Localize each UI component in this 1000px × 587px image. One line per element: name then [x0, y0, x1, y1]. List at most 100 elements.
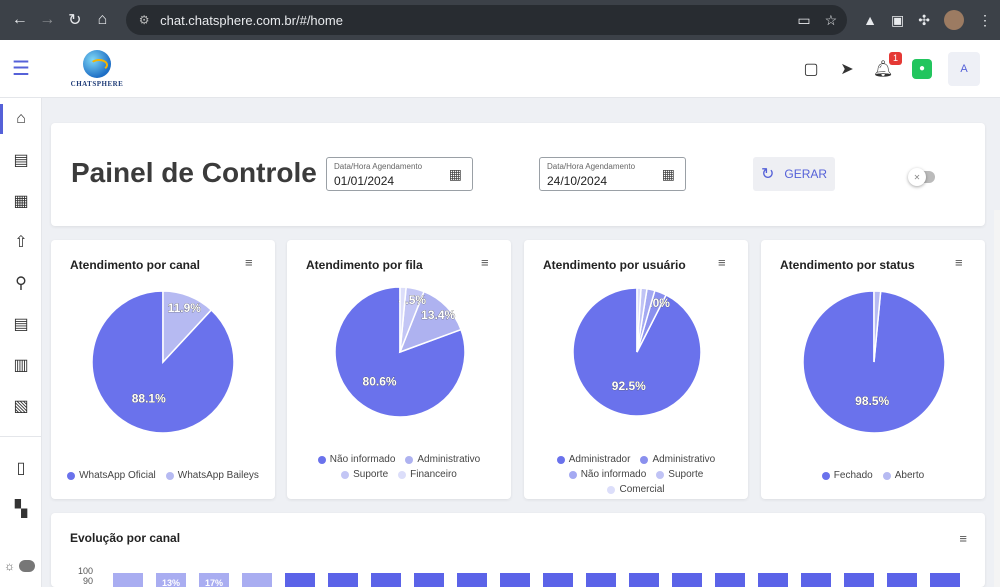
legend-item[interactable]: Suporte	[656, 469, 703, 480]
hamburger-menu-icon[interactable]: ≡	[718, 255, 726, 270]
legend-item[interactable]: Financeiro	[398, 469, 457, 480]
filter-toggle[interactable]: ✕	[908, 168, 935, 186]
calendar-icon[interactable]: ▦	[661, 166, 675, 182]
legend-item[interactable]: Suporte	[341, 469, 388, 480]
menu-icon[interactable]: ☰	[12, 58, 30, 80]
logo: CHATSPHERE	[71, 44, 123, 94]
bar[interactable]	[758, 573, 788, 587]
contact-status-button[interactable]: ●	[912, 58, 932, 79]
pie-slice[interactable]	[873, 290, 882, 363]
bar-data-label: 13%	[162, 578, 180, 587]
bar[interactable]	[371, 573, 401, 587]
extensions-puzzle-icon[interactable]: ✣	[918, 11, 930, 28]
extension-icon[interactable]: ▲	[863, 12, 878, 28]
legend-item[interactable]: Não informado	[317, 454, 395, 465]
bar[interactable]	[500, 573, 530, 587]
sidebar-item-connections[interactable]: ▯	[0, 447, 42, 488]
sidebar-item-reports[interactable]: ▥	[0, 344, 42, 385]
theme-toggle[interactable]	[19, 560, 35, 572]
dashboard-icon: ▚	[14, 500, 28, 518]
bar[interactable]	[199, 573, 229, 587]
sidebar-item-contacts[interactable]: ▦	[0, 180, 42, 221]
bar[interactable]	[672, 573, 702, 587]
bar[interactable]	[156, 573, 186, 587]
pie-slice[interactable]	[162, 290, 213, 364]
chart-legend: Administrador Administrativo Não informado…	[524, 454, 748, 495]
address-bar[interactable]: ⚙ chat.chatsphere.com.br/#/home ▭ ☆	[126, 5, 848, 35]
back-icon[interactable]: ←	[11, 11, 28, 28]
bar[interactable]	[457, 573, 487, 587]
hamburger-menu-icon[interactable]: ≡	[955, 255, 963, 270]
legend-marker	[607, 485, 616, 494]
legend-item[interactable]: Não informado	[568, 469, 646, 480]
send-icon[interactable]: ➤	[840, 60, 854, 78]
profile-avatar[interactable]	[944, 10, 964, 30]
pie-slice[interactable]	[399, 286, 407, 353]
legend-item[interactable]: Administrador	[556, 454, 630, 465]
pie-slice[interactable]	[398, 290, 462, 354]
legend-item[interactable]: Administrativo	[405, 454, 480, 465]
y-tick-label: 90	[83, 576, 93, 586]
sidebar-item-chats[interactable]: ▤	[0, 139, 42, 180]
bar[interactable]	[930, 573, 960, 587]
legend-marker	[165, 471, 174, 480]
date-start-field[interactable]: Data/Hora Agendamento 01/01/2024 ▦	[326, 157, 473, 191]
bar[interactable]	[715, 573, 745, 587]
chart-legend: Fechado Aberto	[761, 470, 985, 481]
hamburger-menu-icon[interactable]: ≡	[245, 255, 253, 270]
pie-slice[interactable]	[636, 287, 642, 353]
legend-item[interactable]: WhatsApp Baileys	[165, 470, 259, 481]
bar[interactable]	[328, 573, 358, 587]
date-end-value[interactable]: 24/10/2024	[547, 174, 608, 188]
chart-card-canal: Atendimento por canal ≡ 88.1% 11.9% Whats…	[51, 240, 275, 499]
theme-switch[interactable]: ☼	[4, 559, 35, 573]
bar[interactable]	[543, 573, 573, 587]
bell-icon[interactable]: 🔔︎ 1	[870, 51, 902, 82]
extension-icon-2[interactable]: ▣	[891, 11, 905, 28]
legend-item[interactable]: Administrativo	[640, 454, 715, 465]
notification-badge: 1	[889, 51, 902, 65]
legend-item[interactable]: WhatsApp Oficial	[67, 470, 156, 481]
forward-icon[interactable]: →	[39, 11, 56, 28]
legend-item[interactable]: Aberto	[882, 470, 924, 481]
pie-chart: 92.5%3.0%	[572, 287, 702, 417]
chart-title: Atendimento por fila	[306, 258, 423, 272]
sidebar-item-home[interactable]: ⌂	[0, 98, 42, 139]
sidebar-item-tasks[interactable]: ▧	[0, 385, 42, 426]
generate-button[interactable]: ↻ GERAR	[753, 157, 835, 191]
reload-icon[interactable]: ↻	[68, 12, 82, 29]
chat-icon[interactable]: ▢	[803, 60, 819, 78]
legend-item[interactable]: Comercial	[607, 484, 665, 495]
page-title: Painel de Controle	[71, 157, 317, 188]
bar[interactable]	[414, 573, 444, 587]
hamburger-menu-icon[interactable]: ≡	[481, 255, 489, 270]
pie-data-label: 92.5%	[612, 379, 646, 393]
hamburger-menu-icon[interactable]: ≡	[959, 531, 967, 546]
legend-item[interactable]: Fechado	[821, 470, 873, 481]
user-avatar-button[interactable]: A	[948, 51, 980, 86]
bar[interactable]	[629, 573, 659, 587]
page-scrollbar[interactable]	[994, 210, 1000, 587]
install-icon[interactable]: ▭	[797, 11, 811, 28]
bar[interactable]	[586, 573, 616, 587]
sidebar-item-campaigns[interactable]: ⇧	[0, 221, 42, 262]
date-end-field[interactable]: Data/Hora Agendamento 24/10/2024 ▦	[539, 157, 686, 191]
sidebar-item-messages[interactable]: ▤	[0, 303, 42, 344]
bar[interactable]	[844, 573, 874, 587]
sidebar-item-dashboard[interactable]: ▚	[0, 488, 42, 529]
bar[interactable]	[285, 573, 315, 587]
legend-marker	[568, 470, 577, 479]
site-info-icon[interactable]: ⚙	[138, 13, 150, 27]
pie-data-label: 80.6%	[363, 374, 397, 388]
date-start-value[interactable]: 01/01/2024	[334, 174, 395, 188]
bookmark-star-icon[interactable]: ☆	[824, 11, 838, 28]
bar[interactable]	[801, 573, 831, 587]
bar[interactable]	[242, 573, 272, 587]
home-icon[interactable]: ⌂	[97, 11, 108, 28]
calendar-icon[interactable]: ▦	[448, 166, 462, 182]
bar[interactable]	[887, 573, 917, 587]
url-text[interactable]: chat.chatsphere.com.br/#/home	[160, 12, 343, 28]
bar[interactable]	[113, 573, 143, 587]
sidebar-item-flows[interactable]: ⚲	[0, 262, 42, 303]
browser-menu-icon[interactable]: ⋮	[978, 11, 992, 28]
